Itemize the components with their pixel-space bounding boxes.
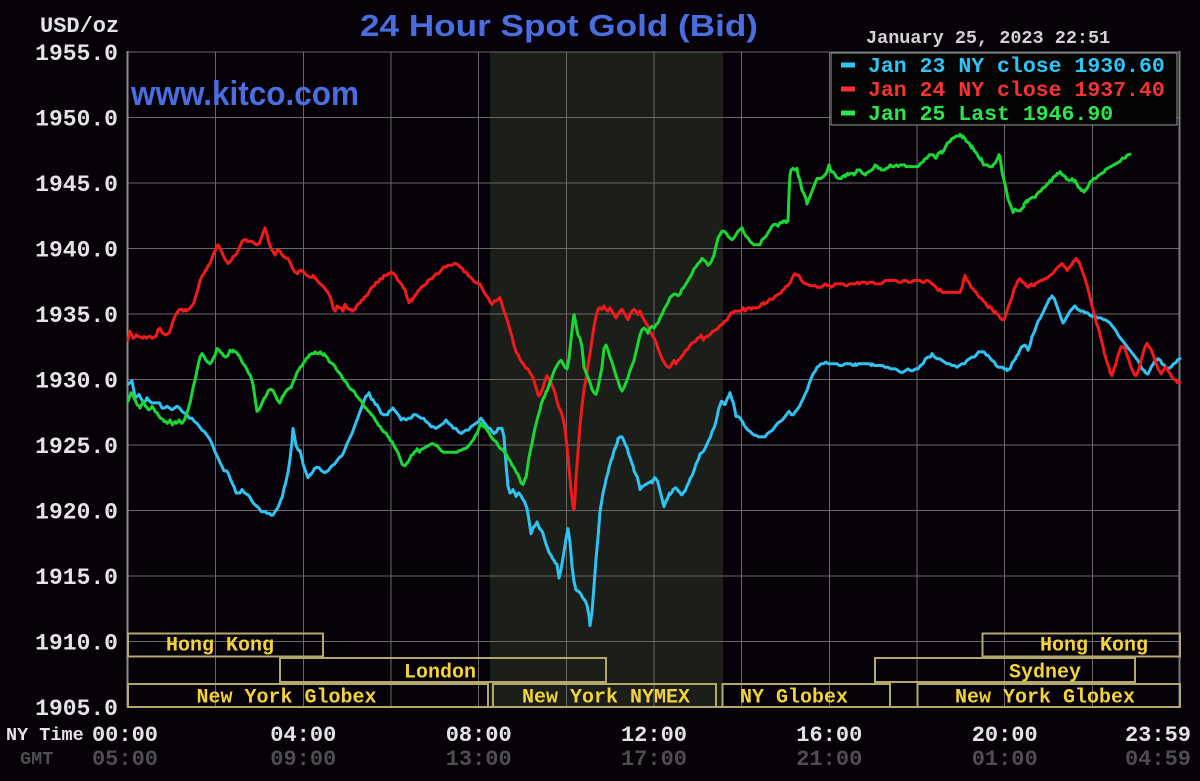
- svg-text:01:00: 01:00: [972, 747, 1038, 772]
- svg-text:1950.0: 1950.0: [35, 107, 118, 133]
- svg-text:1910.0: 1910.0: [35, 631, 118, 657]
- svg-text:04:59: 04:59: [1125, 747, 1191, 772]
- svg-text:12:00: 12:00: [621, 723, 687, 748]
- svg-text:New York Globex: New York Globex: [955, 687, 1135, 710]
- svg-text:1955.0: 1955.0: [35, 41, 118, 67]
- svg-text:NY Globex: NY Globex: [740, 687, 848, 710]
- svg-text:04:00: 04:00: [270, 723, 336, 748]
- svg-text:21:00: 21:00: [796, 747, 862, 772]
- svg-text:London: London: [404, 662, 476, 685]
- svg-text:1935.0: 1935.0: [35, 303, 118, 329]
- svg-text:1930.0: 1930.0: [35, 369, 118, 395]
- svg-text:New York Globex: New York Globex: [196, 687, 376, 710]
- svg-text:09:00: 09:00: [270, 747, 336, 772]
- svg-text:20:00: 20:00: [972, 723, 1038, 748]
- svg-text:23:59: 23:59: [1125, 723, 1191, 748]
- svg-text:Jan 25 Last 1946.90: Jan 25 Last 1946.90: [868, 103, 1113, 127]
- svg-text:GMT: GMT: [20, 749, 53, 770]
- svg-text:1940.0: 1940.0: [35, 238, 118, 264]
- svg-text:00:00: 00:00: [92, 723, 158, 748]
- svg-text:17:00: 17:00: [621, 747, 687, 772]
- svg-text:1925.0: 1925.0: [35, 434, 118, 460]
- svg-text:Hong Kong: Hong Kong: [1040, 635, 1148, 658]
- svg-text:24 Hour Spot Gold (Bid): 24 Hour Spot Gold (Bid): [360, 8, 758, 43]
- svg-text:1920.0: 1920.0: [35, 500, 118, 526]
- svg-text:1945.0: 1945.0: [35, 172, 118, 198]
- svg-text:www.kitco.com: www.kitco.com: [130, 75, 359, 113]
- svg-text:Jan 23 NY close 1930.60: Jan 23 NY close 1930.60: [868, 55, 1165, 79]
- svg-text:16:00: 16:00: [796, 723, 862, 748]
- svg-text:1915.0: 1915.0: [35, 565, 118, 591]
- svg-text:05:00: 05:00: [92, 747, 158, 772]
- svg-text:13:00: 13:00: [446, 747, 512, 772]
- svg-text:NY Time: NY Time: [6, 725, 84, 746]
- svg-text:Hong Kong: Hong Kong: [166, 635, 274, 658]
- svg-text:January 25, 2023 22:51: January 25, 2023 22:51: [866, 28, 1110, 49]
- svg-text:1905.0: 1905.0: [35, 696, 118, 722]
- svg-text:Sydney: Sydney: [1009, 662, 1081, 685]
- svg-text:New York NYMEX: New York NYMEX: [522, 687, 690, 710]
- svg-text:08:00: 08:00: [446, 723, 512, 748]
- svg-text:Jan 24 NY close 1937.40: Jan 24 NY close 1937.40: [868, 79, 1165, 103]
- svg-text:USD/oz: USD/oz: [40, 14, 119, 39]
